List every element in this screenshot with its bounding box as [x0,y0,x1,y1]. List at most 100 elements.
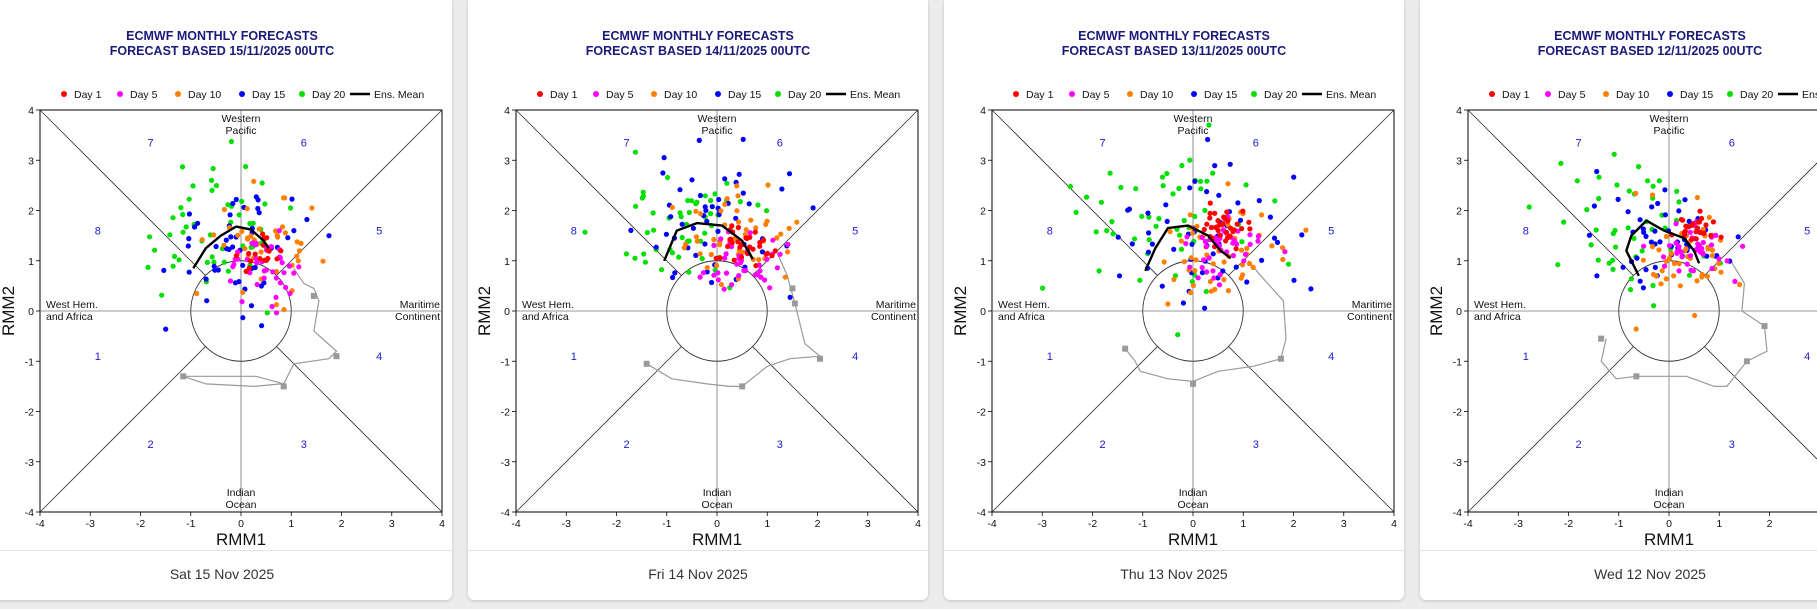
legend-item: Day 20 [775,89,821,101]
phase-number: 5 [1328,226,1334,238]
legend-label: Ens. Mean [1326,89,1376,101]
ensemble-point [195,220,201,226]
ensemble-point [709,204,715,210]
ensemble-point [715,228,721,234]
ensemble-point [240,315,246,321]
ensemble-point [735,193,741,199]
ensemble-point [1233,264,1239,270]
legend-item: Day 20 [299,89,345,101]
y-tick-label: 3 [980,155,986,167]
legend-swatch [1127,91,1133,97]
ensemble-point [752,272,759,278]
legend-swatch [239,91,245,97]
ensemble-point [1238,247,1245,253]
ensemble-point [1256,198,1262,204]
ensemble-point [1703,222,1709,228]
x-tick-label: -3 [1038,518,1047,530]
phase-number: 2 [623,439,629,451]
legend-item: Day 15 [1191,89,1237,101]
ensemble-point [235,249,241,255]
ensemble-point [740,249,746,255]
ensemble-point [696,137,702,143]
ensemble-point [1067,183,1073,190]
region-label-line: West Hem. [998,299,1050,311]
ensemble-point [623,251,629,257]
card-divider [468,550,928,551]
ensemble-point [770,237,776,243]
legend-item: Day 15 [239,89,285,101]
ensemble-point [253,255,259,261]
ensemble-point [659,267,665,273]
ensemble-point [734,261,740,267]
ensemble-point [159,292,165,298]
ensemble-point [179,164,186,170]
ensemble-point [1640,226,1646,232]
ensemble-point [1189,241,1195,247]
legend-item: Ens. Mean [1778,89,1817,101]
region-label-line: Ocean [1654,499,1685,511]
legend-item: Day 10 [651,89,697,101]
ensemble-point [1710,219,1716,225]
ensemble-point [1280,256,1286,263]
x-axis-label: RMM1 [692,530,742,549]
ensemble-point [1227,233,1233,239]
ensemble-point [228,234,234,240]
ensemble-point [1716,260,1722,266]
y-tick-label: 4 [28,105,34,117]
ensemble-point [1593,227,1599,233]
ensemble-point [1676,268,1682,274]
ensemble-point [1221,214,1227,220]
ensemble-point [145,264,151,270]
ensemble-point [239,228,245,234]
phase-number: 3 [1729,439,1735,451]
observed-marker [1190,380,1196,387]
phase-number: 3 [1253,439,1259,451]
observed-path [1124,260,1287,383]
ensemble-point [296,264,302,270]
legend-label: Ens. Mean [850,89,900,101]
ensemble-point [1662,212,1668,218]
ensemble-point [213,243,219,250]
ensemble-point [1697,208,1703,214]
ensemble-point [282,230,288,236]
x-tick-label: 3 [865,518,871,530]
ensemble-point [186,211,192,217]
x-tick-label: 2 [815,518,821,530]
ensemble-point [211,259,217,265]
ensemble-point [1190,282,1196,289]
ensemble-point [1620,264,1626,270]
ensemble-point [748,217,754,223]
ensemble-point [1199,234,1205,241]
x-tick-label: 4 [1391,518,1397,530]
phase-number: 5 [852,226,858,238]
ensemble-point [721,286,727,292]
forecast-card[interactable]: ECMWF MONTHLY FORECASTS FORECAST BASED 12… [1420,0,1817,600]
chart-subtitle: FORECAST BASED 12/11/2025 00UTC [1538,44,1762,58]
ensemble-point [257,256,263,262]
forecast-card[interactable]: ECMWF MONTHLY FORECASTS FORECAST BASED 14… [468,0,928,600]
ensemble-point [1526,204,1532,210]
legend-item: Ens. Mean [350,89,424,101]
ensemble-point [231,261,237,268]
ensemble-point [679,221,685,227]
phase-number: 7 [147,138,153,150]
legend-item: Day 5 [593,89,634,101]
ensemble-point [1656,178,1662,184]
ensemble-point [735,224,741,231]
region-label: Western Pacific [222,113,261,137]
ensemble-point [1118,184,1124,191]
ensemble-point [227,278,234,284]
forecast-card[interactable]: ECMWF MONTHLY FORECASTS FORECAST BASED 13… [944,0,1404,600]
legend-item: Ens. Mean [1302,89,1376,101]
ensemble-point [1115,234,1121,240]
phase-number: 6 [1729,138,1735,150]
ensemble-point [1684,261,1690,267]
ensemble-point [1145,210,1151,216]
ensemble-point [1633,326,1639,332]
x-tick-label: 2 [1291,518,1297,530]
ensemble-point [1210,170,1216,176]
ensemble-point [1737,281,1743,288]
ensemble-point [1259,212,1265,218]
forecast-card[interactable]: ECMWF MONTHLY FORECASTS FORECAST BASED 15… [0,0,452,600]
ensemble-point [1203,243,1210,250]
